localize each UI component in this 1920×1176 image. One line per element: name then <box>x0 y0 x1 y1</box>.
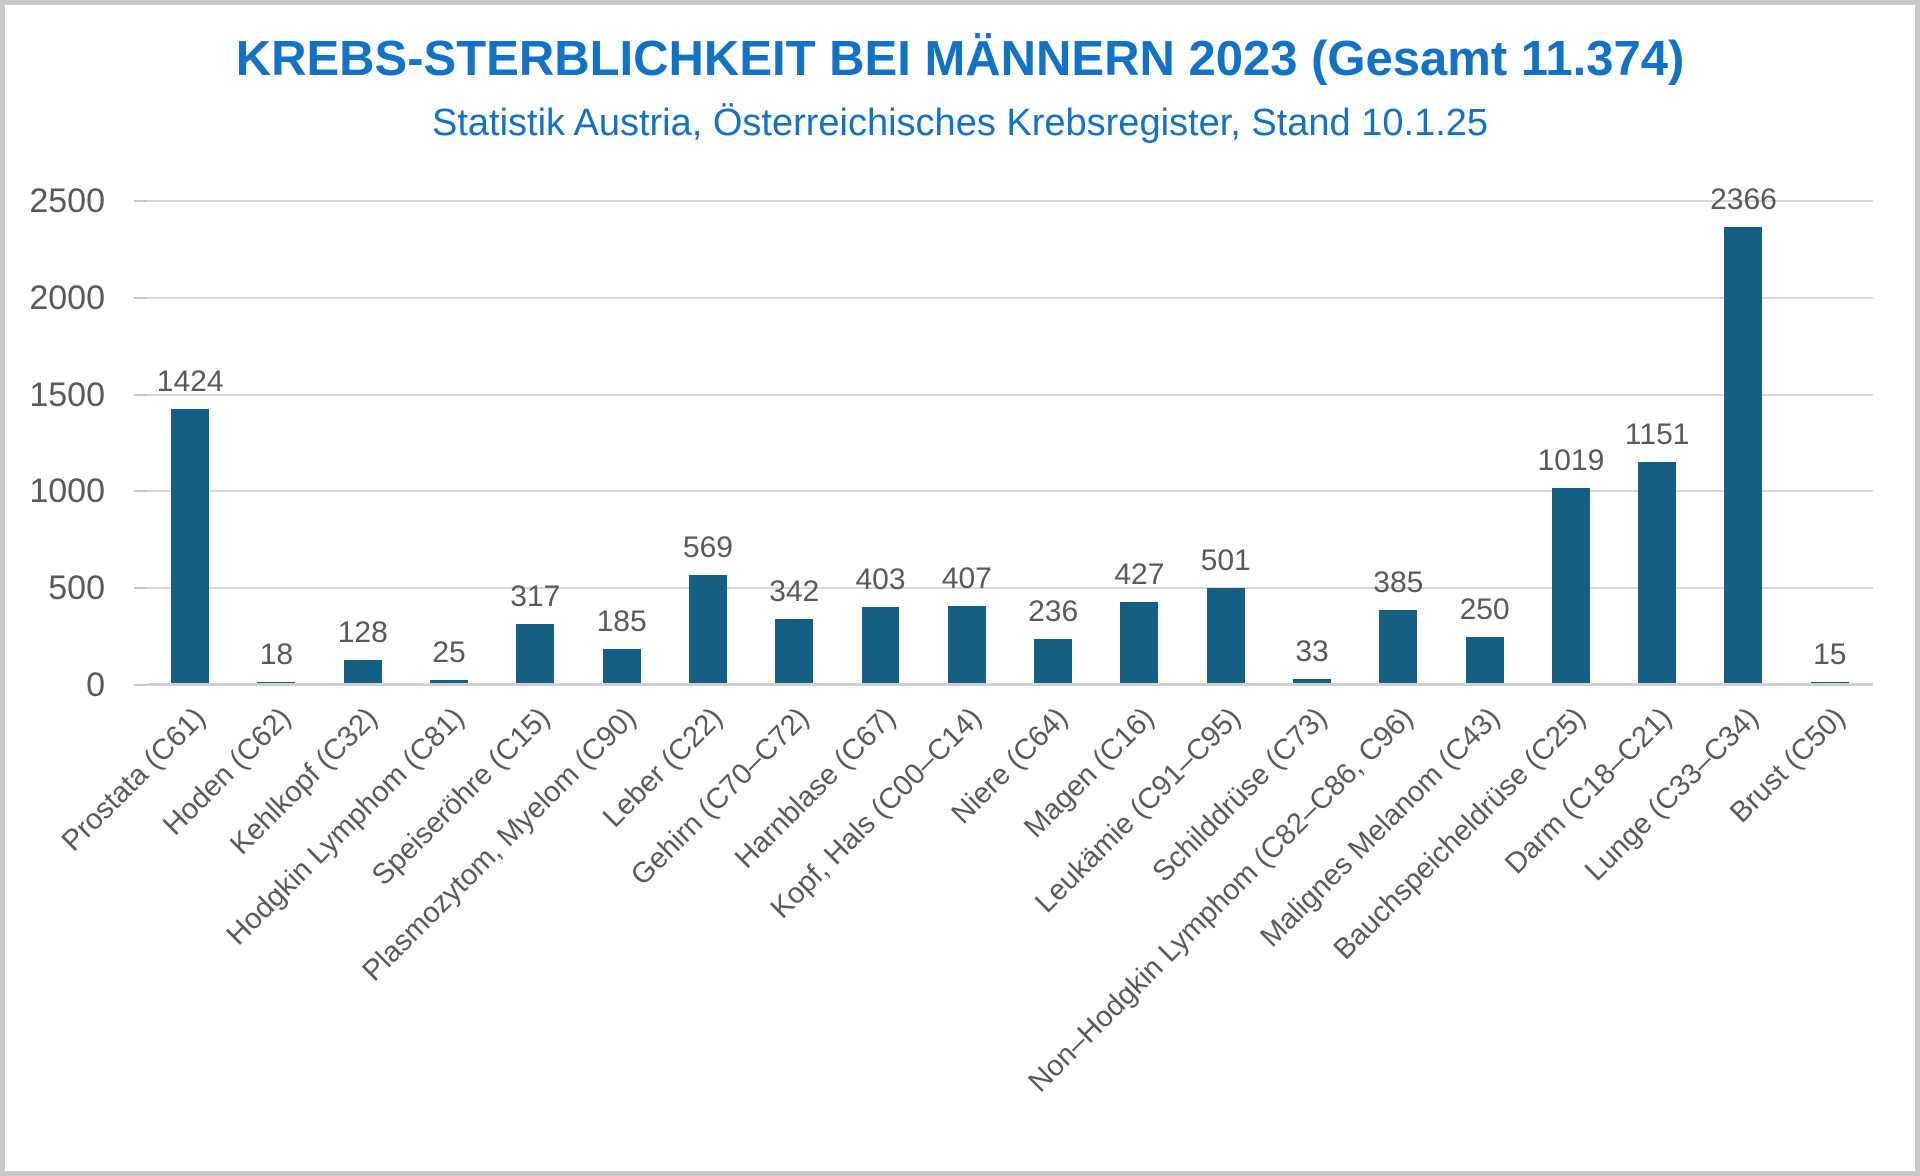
bar <box>1465 636 1504 685</box>
value-label: 1151 <box>1624 418 1690 452</box>
bar <box>688 574 727 685</box>
bar <box>1120 602 1159 685</box>
bar <box>1638 462 1677 685</box>
gridline <box>147 393 1873 396</box>
value-label: 18 <box>259 637 294 671</box>
bar-slot: 250 Malignes Melanom (C43) <box>1254 201 1527 953</box>
y-axis-tick <box>134 587 147 590</box>
y-axis-tick <box>134 490 147 493</box>
bar <box>171 409 210 685</box>
bar <box>602 649 641 685</box>
y-axis-label: 2500 <box>29 182 105 220</box>
gridline <box>147 296 1873 299</box>
bar-slot: 1151 Darm (C18–C21) <box>1500 201 1700 881</box>
value-label: 1019 <box>1537 443 1605 477</box>
bar <box>1206 588 1245 685</box>
bar-slot: 427 Magen (C16) <box>1018 201 1182 844</box>
bar-slot: 1019 Bauchspeicheldrüse (C25) <box>1328 201 1614 966</box>
bar <box>1293 678 1331 685</box>
bar <box>343 660 382 685</box>
gridline <box>147 490 1873 493</box>
x-axis-line <box>147 683 1873 686</box>
bar <box>1724 226 1763 685</box>
bar-slot: 2366 Lunge (C33–C34) <box>1579 184 1786 887</box>
value-label: 403 <box>855 562 906 596</box>
chart-subtitle: Statistik Austria, Österreichisches Kreb… <box>431 102 1489 144</box>
value-label: 501 <box>1200 544 1251 578</box>
value-label: 25 <box>432 636 466 670</box>
value-label: 250 <box>1459 592 1510 626</box>
value-label: 317 <box>510 579 561 613</box>
bar-slot: 15 Brust (C50) <box>1724 201 1873 829</box>
bar-slot: 25 Hodgkin Lymphom (C81) <box>220 201 492 952</box>
bar-slot: 342 Gehirn (C70–C72) <box>625 201 837 891</box>
value-label: 427 <box>1114 558 1165 592</box>
bar <box>861 606 900 685</box>
bar-slot: 407 Kopf, Hals (C00–C14) <box>765 201 1010 925</box>
bar <box>1034 639 1073 685</box>
y-axis-tick <box>134 684 147 686</box>
bar-slot: 385 Non–Hodgkin Lymphom (C82–C86, C96) <box>1023 201 1441 1098</box>
bar-slot: 569 Leber (C22) <box>597 201 751 833</box>
plot-area: 0 500 1000 1500 2000 2500 1424 Prostata (C61) 1… <box>29 184 1873 1098</box>
bar <box>516 623 555 685</box>
bar <box>1551 487 1590 685</box>
bar <box>430 680 469 685</box>
bar-slot: 18 Hoden (C62) <box>158 201 319 842</box>
value-label: 15 <box>1813 638 1847 672</box>
y-axis-label: 0 <box>86 666 105 704</box>
bar-slot: 403 Harnblase (C67) <box>729 201 923 874</box>
y-axis-tick <box>134 200 147 202</box>
y-axis-tick <box>134 393 147 396</box>
bar-slot: 236 Niere (C64) <box>946 201 1096 830</box>
value-label: 1424 <box>156 365 224 399</box>
bar-slot: 128 Kehlkopf (C32) <box>225 201 406 861</box>
value-label: 342 <box>769 574 820 608</box>
x-axis-label: Harnblase (C67) <box>728 701 902 875</box>
bar-slot: 185 Plasmozytom, Myelom (C90) <box>357 201 664 988</box>
y-axis-label: 1500 <box>29 375 105 414</box>
chart-title: KREBS-STERBLICHKEIT BEI MÄNNERN 2023 (Ge… <box>235 32 1685 86</box>
y-axis-label: 2000 <box>29 278 105 317</box>
bars-layer: 1424 Prostata (C61) 18 Hoden (C62) 128 Kehlko… <box>55 184 1873 1098</box>
value-label: 569 <box>682 530 733 564</box>
value-label: 33 <box>1295 634 1329 668</box>
bar-slot: 1424 Prostata (C61) <box>55 201 233 858</box>
bar-slot: 317 Speiseröhre (C15) <box>366 201 578 892</box>
bar <box>947 606 986 685</box>
y-axis-tick <box>134 296 147 299</box>
gridline <box>147 200 1873 202</box>
gridline <box>147 587 1873 590</box>
value-label: 128 <box>337 616 388 650</box>
value-label: 2366 <box>1710 182 1777 216</box>
y-axis-label: 500 <box>48 569 105 608</box>
bar <box>775 618 814 685</box>
value-label: 185 <box>596 605 647 639</box>
value-label: 236 <box>1028 595 1079 629</box>
bar-slot: 33 Schilddrüse (C73) <box>1146 201 1355 888</box>
bar-slot: 501 Leukämie (C91–C95) <box>1029 201 1269 920</box>
value-label: 407 <box>941 562 992 596</box>
value-label: 385 <box>1373 566 1424 600</box>
bar <box>1379 610 1418 685</box>
y-axis-label: 1000 <box>29 472 105 511</box>
